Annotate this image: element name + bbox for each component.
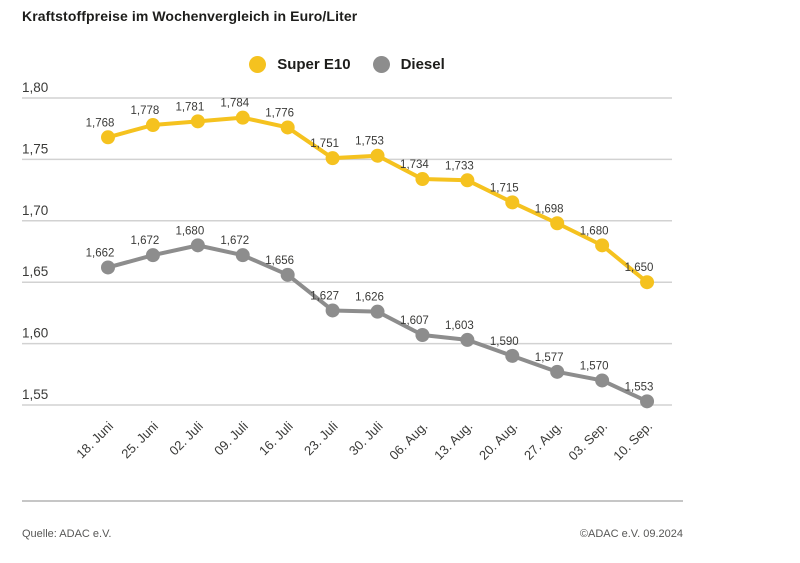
diesel-data-point-label: 1,590 <box>490 336 519 348</box>
x-tick-label: 23. Juli <box>301 418 341 458</box>
super-e10-data-point-label: 1,698 <box>535 203 564 215</box>
x-tick-label: 10. Sep. <box>610 419 655 464</box>
y-tick-label: 1,60 <box>22 326 48 341</box>
y-tick-label: 1,55 <box>22 387 48 402</box>
diesel-data-point <box>415 328 430 343</box>
diesel-line <box>106 243 650 404</box>
x-tick-label: 06. Aug. <box>386 419 430 463</box>
super-e10-data-point <box>190 114 205 129</box>
legend: Super E10 Diesel <box>22 56 672 73</box>
diesel-data-point-label: 1,662 <box>86 247 115 259</box>
x-tick-label: 18. Juni <box>73 418 116 461</box>
super-e10-data-point <box>460 173 475 188</box>
super-e10-data-point-label: 1,778 <box>131 105 160 117</box>
super-e10-data-point <box>595 238 610 253</box>
y-tick-label: 1,75 <box>22 141 48 156</box>
super-e10-data-point <box>145 118 160 133</box>
y-tick-label: 1,80 <box>22 80 48 95</box>
super-e10-data-point-label: 1,680 <box>580 225 609 237</box>
x-tick-label: 09. Juli <box>211 418 251 458</box>
copyright-note: ©ADAC e.V. 09.2024 <box>579 528 683 540</box>
diesel-dot-icon <box>372 56 390 73</box>
super-e10-data-point <box>505 195 520 210</box>
super-e10-data-point <box>415 172 430 187</box>
line-chart-canvas: 1,80 1,75 1,70 1,65 1,60 1,55 18. Juni 25. Juni… <box>22 80 672 464</box>
super-e10-dot-icon <box>249 56 267 73</box>
x-tick-label: 13. Aug. <box>431 419 475 463</box>
super-e10-data-point-label: 1,733 <box>445 160 474 172</box>
super-e10-data-point-label: 1,650 <box>625 262 654 274</box>
legend-item-diesel: Diesel <box>372 56 445 73</box>
diesel-data-point-label: 1,553 <box>625 381 654 393</box>
diesel-data-point <box>640 394 655 409</box>
legend-item-super-e10: Super E10 <box>249 56 351 73</box>
diesel-data-point-label: 1,603 <box>445 320 474 332</box>
diesel-data-point <box>595 373 610 388</box>
super-e10-data-point <box>550 216 565 231</box>
diesel-data-point <box>145 248 160 263</box>
super-e10-data-point-label: 1,751 <box>310 138 339 150</box>
diesel-data-point <box>190 238 205 253</box>
x-tick-label: 16. Juli <box>256 418 296 458</box>
x-tick-label: 30. Juli <box>346 418 386 458</box>
super-e10-data-point-label: 1,715 <box>490 182 519 194</box>
super-e10-data-point-label: 1,784 <box>220 98 249 110</box>
legend-label-super-e10: Super E10 <box>277 56 351 73</box>
diesel-data-point <box>235 248 250 263</box>
super-e10-data-point-label: 1,776 <box>265 107 294 119</box>
footer-divider <box>22 500 683 502</box>
super-e10-data-point-label: 1,734 <box>400 159 429 171</box>
x-tick-label: 27. Aug. <box>521 419 565 463</box>
y-tick-label: 1,65 <box>22 264 48 279</box>
diesel-data-point <box>280 267 295 282</box>
super-e10-data-point <box>280 120 295 135</box>
diesel-data-point-label: 1,577 <box>535 352 564 364</box>
diesel-data-point-label: 1,626 <box>355 292 384 304</box>
source-note: Quelle: ADAC e.V. <box>22 528 112 540</box>
y-tick-label: 1,70 <box>22 203 48 218</box>
x-tick-label: 25. Juni <box>118 418 161 461</box>
super-e10-data-point <box>325 151 340 166</box>
diesel-data-point <box>325 303 340 318</box>
diesel-data-point-label: 1,627 <box>310 290 339 302</box>
super-e10-data-point <box>101 130 115 145</box>
super-e10-data-point-label: 1,768 <box>86 117 115 129</box>
diesel-data-point <box>505 348 520 363</box>
legend-label-diesel: Diesel <box>400 56 445 73</box>
super-e10-data-point <box>370 148 385 163</box>
diesel-data-point-label: 1,607 <box>400 315 429 327</box>
super-e10-data-point <box>235 110 250 125</box>
diesel-data-point-label: 1,680 <box>175 225 204 237</box>
diesel-data-point-label: 1,672 <box>220 235 249 247</box>
x-tick-label: 20. Aug. <box>476 419 520 463</box>
diesel-data-point-label: 1,672 <box>131 235 160 247</box>
x-tick-label: 02. Juli <box>166 418 206 458</box>
diesel-data-point <box>550 364 565 379</box>
diesel-data-point <box>101 260 115 275</box>
diesel-data-point-label: 1,570 <box>580 360 609 372</box>
diesel-data-point-label: 1,656 <box>265 255 294 267</box>
diesel-data-point <box>370 304 385 319</box>
super-e10-data-point-label: 1,781 <box>175 101 204 113</box>
super-e10-data-point <box>640 275 655 290</box>
chart-title: Kraftstoffpreise im Wochenvergleich in E… <box>22 8 358 24</box>
x-tick-label: 03. Sep. <box>565 419 610 464</box>
super-e10-data-point-label: 1,753 <box>355 136 384 148</box>
diesel-data-point <box>460 332 475 347</box>
